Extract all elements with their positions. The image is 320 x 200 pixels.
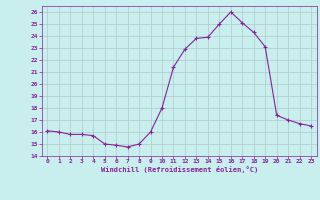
X-axis label: Windchill (Refroidissement éolien,°C): Windchill (Refroidissement éolien,°C) [100,166,258,173]
